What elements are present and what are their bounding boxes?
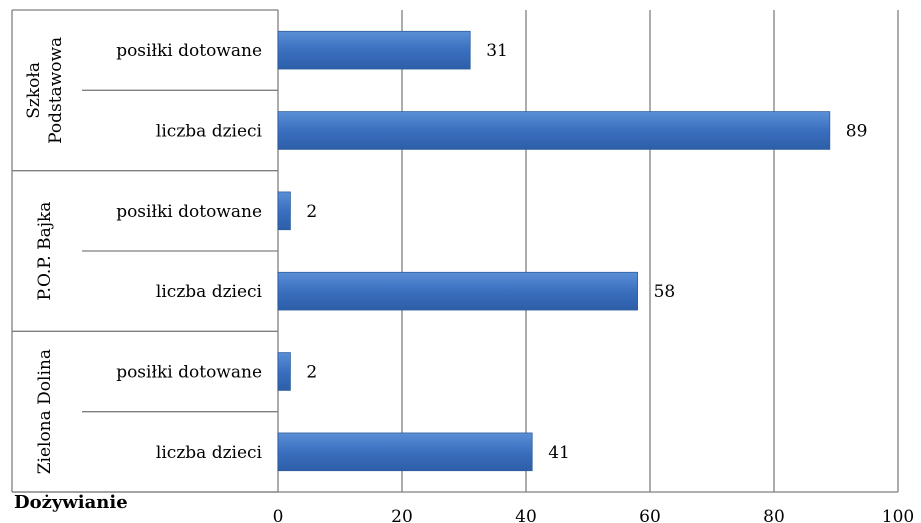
data-label: 58 [654,282,676,302]
labels-layer: Szkoła Podstawowa posiłki dotowane 31 liczba… [24,37,867,474]
group-label-line: Szkoła [24,62,44,119]
category-label: posiłki dotowane [116,41,262,61]
data-label: 41 [548,443,570,463]
bar [277,191,291,231]
group-label-line: P.O.P. Bajka [35,202,55,301]
x-tick-label: 100 [882,507,914,523]
chart-title: Dożywianie [14,492,128,513]
bar [277,30,471,70]
category-label: liczba dzieci [156,122,263,142]
group-label-line: Zielona Dolina [35,349,55,474]
category-label: posiłki dotowane [116,202,262,222]
x-axis-ticks: 0 20 40 60 80 100 [273,507,915,523]
bar [277,111,831,150]
data-label: 2 [306,363,317,383]
category-label: posiłki dotowane [116,363,262,383]
group-label: Szkoła Podstawowa [24,37,66,144]
x-tick-label: 40 [515,507,537,523]
bar [277,352,291,391]
data-label: 2 [306,202,317,222]
bar [277,432,533,472]
category-axis-frame [11,9,278,493]
bars-layer [277,30,831,472]
data-label: 31 [486,41,508,61]
x-tick-label: 0 [273,507,284,523]
x-tick-label: 20 [391,507,413,523]
bar [277,271,639,311]
x-tick-label: 80 [763,507,785,523]
category-label: liczba dzieci [156,443,263,463]
group-label: P.O.P. Bajka [35,202,55,301]
group-label: Zielona Dolina [35,349,55,474]
data-label: 89 [846,122,868,142]
group-label-line: Podstawowa [46,37,66,144]
x-tick-label: 60 [639,507,661,523]
category-label: liczba dzieci [156,282,263,302]
